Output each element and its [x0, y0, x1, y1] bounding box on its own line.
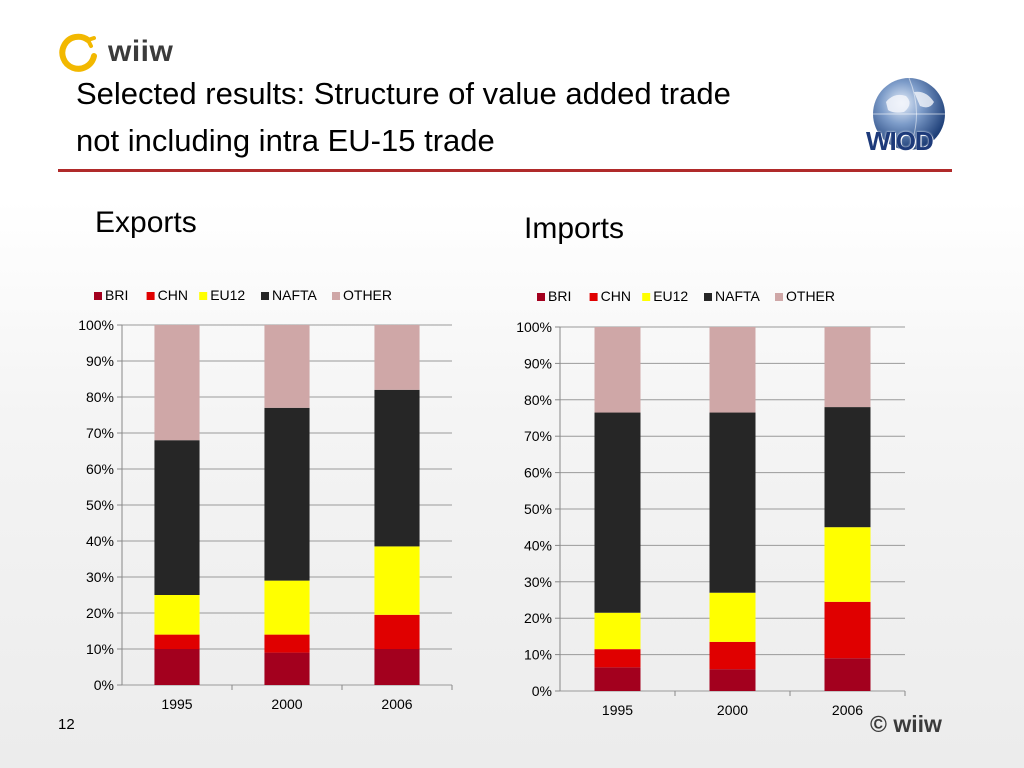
- exports-bar-nafta-2006: [374, 389, 420, 547]
- imports-bar-chn-2006: [824, 601, 871, 659]
- exports-x-tick-label: 1995: [161, 696, 192, 712]
- wiiw-logo-icon: [59, 33, 97, 72]
- exports-y-tick-label: 10%: [86, 641, 114, 657]
- exports-bar-nafta-2000: [264, 407, 310, 581]
- exports-legend-swatch-eu12: [199, 292, 208, 300]
- imports-y-tick-label: 40%: [524, 537, 552, 553]
- exports-y-tick-label: 40%: [86, 533, 114, 549]
- exports-legend-label-bri: BRI: [105, 287, 128, 303]
- exports-y-tick-label: 30%: [86, 569, 114, 585]
- wiod-logo: WIOD: [864, 74, 950, 160]
- imports-y-tick-label: 20%: [524, 610, 552, 626]
- brand-name: wiiw: [108, 35, 174, 68]
- imports-legend-swatch-eu12: [642, 293, 651, 301]
- imports-chart-title: Imports: [524, 212, 625, 245]
- exports-y-tick-label: 100%: [78, 317, 114, 333]
- imports-bar-nafta-2000: [709, 412, 756, 593]
- exports-legend-label-nafta: NAFTA: [272, 287, 318, 303]
- exports-legend-label-chn: CHN: [158, 287, 188, 303]
- exports-y-tick-label: 50%: [86, 497, 114, 513]
- exports-bar-eu12-1995: [154, 595, 200, 635]
- imports-legend-swatch-other: [775, 293, 783, 301]
- imports-bar-chn-2000: [709, 641, 756, 670]
- globe-icon: [873, 77, 945, 151]
- exports-y-tick-label: 80%: [86, 389, 114, 405]
- imports-y-tick-label: 10%: [524, 647, 552, 663]
- exports-bar-nafta-1995: [154, 440, 200, 595]
- exports-bar-other-2006: [374, 325, 420, 390]
- exports-legend-label-other: OTHER: [343, 287, 392, 303]
- imports-x-tick-label: 1995: [602, 702, 633, 718]
- copyright-text: © wiiw: [870, 711, 942, 737]
- wiod-logo-text: WIOD: [866, 126, 934, 156]
- exports-bar-eu12-2006: [374, 546, 420, 615]
- imports-bar-other-1995: [594, 327, 641, 413]
- exports-bar-bri-2006: [374, 649, 420, 685]
- page-number: 12: [58, 716, 75, 733]
- exports-bar-other-2000: [264, 325, 310, 408]
- slide-title: Selected results: Structure of value add…: [76, 70, 836, 164]
- imports-y-tick-label: 30%: [524, 574, 552, 590]
- imports-legend-swatch-chn: [589, 293, 598, 301]
- imports-y-tick-label: 70%: [524, 428, 552, 444]
- imports-legend-label-eu12: EU12: [653, 288, 688, 304]
- exports-bar-chn-2006: [374, 614, 420, 649]
- imports-legend-swatch-bri: [537, 293, 545, 301]
- exports-bar-bri-2000: [264, 652, 310, 685]
- imports-y-tick-label: 60%: [524, 465, 552, 481]
- imports-y-tick-label: 80%: [524, 392, 552, 408]
- title-divider: [58, 169, 952, 172]
- imports-bar-eu12-2000: [709, 592, 756, 642]
- imports-bar-chn-1995: [594, 649, 641, 668]
- imports-bar-bri-1995: [594, 667, 641, 691]
- exports-x-tick-label: 2006: [381, 696, 412, 712]
- imports-x-tick-label: 2000: [717, 702, 748, 718]
- imports-bar-bri-2006: [824, 658, 871, 691]
- exports-bar-eu12-2000: [264, 580, 310, 635]
- exports-legend-swatch-other: [332, 292, 340, 300]
- imports-y-tick-label: 100%: [516, 319, 552, 335]
- imports-bar-eu12-1995: [594, 612, 641, 650]
- slide-title-line-1: Selected results: Structure of value add…: [76, 76, 731, 111]
- imports-legend-label-bri: BRI: [548, 288, 571, 304]
- imports-y-tick-label: 50%: [524, 501, 552, 517]
- imports-legend-label-chn: CHN: [601, 288, 631, 304]
- imports-legend-label-other: OTHER: [786, 288, 835, 304]
- exports-legend-swatch-bri: [94, 292, 102, 300]
- imports-legend-label-nafta: NAFTA: [715, 288, 761, 304]
- exports-legend-label-eu12: EU12: [210, 287, 245, 303]
- imports-y-tick-label: 0%: [532, 683, 552, 699]
- imports-y-tick-label: 90%: [524, 355, 552, 371]
- exports-y-tick-label: 60%: [86, 461, 114, 477]
- slide-title-line-2: not including intra EU-15 trade: [76, 123, 495, 158]
- exports-bar-bri-1995: [154, 649, 200, 685]
- exports-y-tick-label: 0%: [94, 677, 114, 693]
- imports-bar-nafta-2006: [824, 407, 871, 528]
- imports-bar-other-2006: [824, 327, 871, 408]
- imports-bar-other-2000: [709, 327, 756, 413]
- imports-bar-eu12-2006: [824, 527, 871, 602]
- imports-x-tick-label: 2006: [832, 702, 863, 718]
- exports-y-tick-label: 70%: [86, 425, 114, 441]
- exports-y-tick-label: 90%: [86, 353, 114, 369]
- exports-chart-title: Exports: [95, 206, 197, 239]
- imports-bar-nafta-1995: [594, 412, 641, 613]
- wiiw-logo: wiiw: [58, 32, 188, 76]
- exports-legend-swatch-chn: [146, 292, 155, 300]
- imports-bar-bri-2000: [709, 669, 756, 691]
- exports-bar-chn-2000: [264, 634, 310, 653]
- exports-legend-swatch-nafta: [261, 292, 269, 300]
- exports-x-tick-label: 2000: [271, 696, 302, 712]
- imports-legend-swatch-nafta: [704, 293, 712, 301]
- exports-bar-other-1995: [154, 325, 200, 441]
- exports-bar-chn-1995: [154, 634, 200, 649]
- exports-y-tick-label: 20%: [86, 605, 114, 621]
